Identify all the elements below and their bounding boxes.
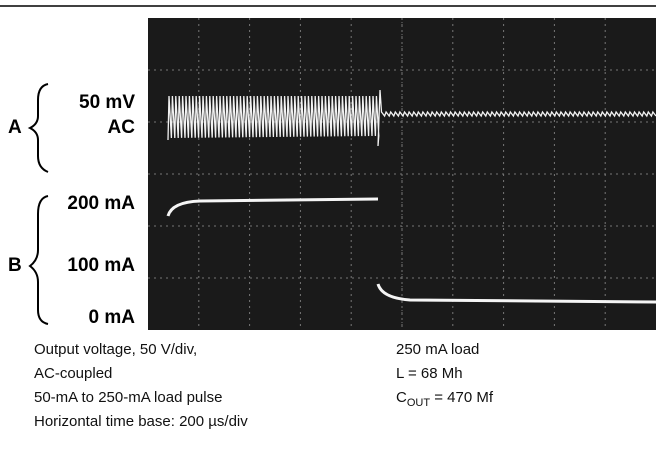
- cap-value: = 470 Mf: [430, 389, 493, 406]
- cap-symbol: C: [396, 389, 407, 406]
- level-label: 0 mA: [89, 307, 136, 328]
- channel-letter: A: [8, 117, 22, 138]
- channel-letter: B: [8, 255, 22, 276]
- page: A 50 mV AC B 200 mA 100 mA 0 mA Output v…: [0, 0, 656, 452]
- caption-line: AC-coupled: [34, 362, 248, 386]
- caption-left: Output voltage, 50 V/div, AC-coupled 50-…: [34, 338, 248, 434]
- caption-line: COUT = 470 Mf: [396, 386, 493, 410]
- caption-line: 50-mA to 250-mA load pulse: [34, 386, 248, 410]
- scope-figure: A 50 mV AC B 200 mA 100 mA 0 mA: [0, 0, 656, 336]
- brace: [30, 196, 48, 324]
- cap-subscript: OUT: [407, 397, 430, 409]
- caption-line: Output voltage, 50 V/div,: [34, 338, 248, 362]
- channel-coupling: AC: [108, 117, 136, 138]
- caption-line: 250 mA load: [396, 338, 493, 362]
- level-label: 200 mA: [67, 193, 135, 214]
- caption-line: Horizontal time base: 200 µs/div: [34, 410, 248, 434]
- caption-right: 250 mA load L = 68 Mh COUT = 470 Mf: [396, 338, 493, 410]
- brace: [30, 84, 48, 172]
- caption-line: L = 68 Mh: [396, 362, 493, 386]
- level-label: 100 mA: [67, 255, 135, 276]
- channel-scale: 50 mV: [79, 92, 135, 113]
